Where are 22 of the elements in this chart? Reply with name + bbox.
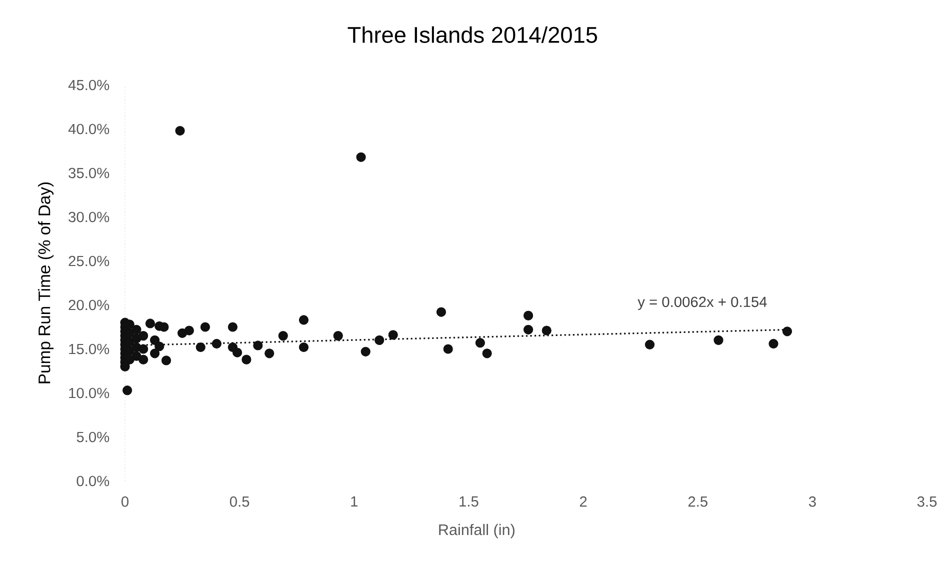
x-tick-label: 2.5 <box>688 496 708 507</box>
y-tick-label: 0.0% <box>76 476 110 486</box>
y-tick-label: 45.0% <box>68 80 110 90</box>
chart-title: Three Islands 2014/2015 <box>348 26 598 43</box>
x-axis-title: Rainfall (in) <box>439 524 514 538</box>
x-tick-label: 0.5 <box>230 496 250 507</box>
x-tick-label: 3 <box>808 496 816 507</box>
y-tick-label: 30.0% <box>68 212 110 222</box>
y-tick-label: 15.0% <box>69 344 110 354</box>
x-tick-label: 2 <box>580 496 587 507</box>
x-tick-label: 1.5 <box>460 496 478 507</box>
y-tick-label: 25.0% <box>68 256 110 266</box>
y-tick-label: 20.0% <box>68 300 110 310</box>
annotation: y = 0.0062x + 0.154 <box>638 296 767 310</box>
y-tick-label: 5.0% <box>76 432 110 442</box>
y-tick-label: 10.0% <box>69 388 110 398</box>
x-tick-label: 3.5 <box>917 496 937 507</box>
x-tick-label: 1 <box>351 496 358 506</box>
y-axis-title: Pump Run Time (% of Day) <box>38 182 54 384</box>
y-tick-label: 40.0% <box>68 124 110 134</box>
x-tick-label: 0 <box>121 496 128 507</box>
y-tick-label: 35.0% <box>68 168 110 178</box>
